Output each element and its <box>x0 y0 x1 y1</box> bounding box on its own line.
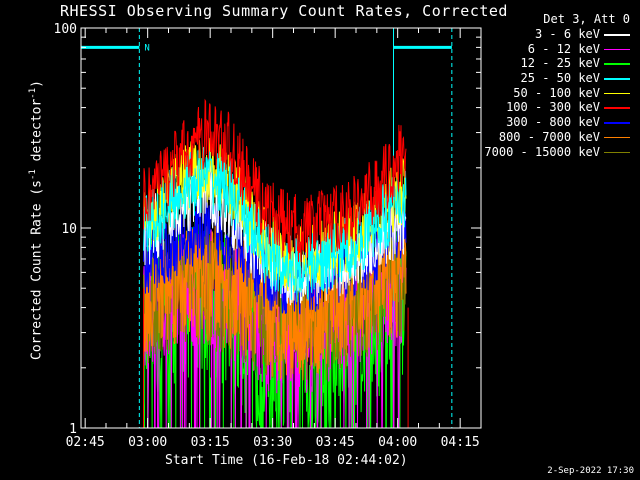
x-axis-label: Start Time (16-Feb-18 02:44:02) <box>165 453 408 468</box>
legend-swatch <box>604 78 630 80</box>
plot-area: N 1 10 100 02:45 03:00 03:15 03:30 03:45 04:00 04:… <box>54 22 482 450</box>
legend-entry: 6 - 12 keV <box>486 42 632 57</box>
legend-swatch <box>604 122 630 124</box>
legend-entry-label: 800 - 7000 keV <box>498 129 600 144</box>
legend-swatch <box>604 92 630 95</box>
series-800-to-7000keV-curve <box>143 215 407 381</box>
x-tick-label: 04:00 <box>378 435 417 450</box>
legend-swatch <box>604 48 630 51</box>
series-100-to-300keV-curve <box>143 98 407 263</box>
legend-entry: 12 - 25 keV <box>486 56 632 71</box>
attenuator-marker-label: N <box>144 43 149 53</box>
legend-title: Det 3, Att 0 <box>543 12 630 26</box>
x-tick-label: 03:00 <box>128 435 167 450</box>
legend-entry: 800 - 7000 keV <box>486 130 632 145</box>
legend-swatch <box>604 63 630 65</box>
x-tick-label: 03:30 <box>253 435 292 450</box>
legend-entry-label: 7000 - 15000 keV <box>484 144 600 159</box>
footer-date: 2-Sep-2022 17:30 <box>547 466 634 476</box>
x-tick-label: 03:45 <box>316 435 355 450</box>
series-300-to-800keV-curve <box>143 194 407 315</box>
chart-title: RHESSI Observing Summary Count Rates, Co… <box>60 2 508 20</box>
legend-entry-label: 3 - 6 keV <box>534 27 600 41</box>
legend-entry: 3 - 6 keV <box>486 27 632 42</box>
legend-entry: 7000 - 15000 keV <box>484 144 632 160</box>
legend-entry-label: 12 - 25 keV <box>520 56 600 71</box>
x-tick-label: 04:15 <box>441 435 480 450</box>
legend-entry-label: 25 - 50 keV <box>520 71 600 86</box>
y-tick-label: 1 <box>69 422 77 437</box>
legend-entry-label: 50 - 100 keV <box>513 85 600 100</box>
legend-entry: 50 - 100 keV <box>486 86 632 101</box>
legend-swatch <box>604 151 630 153</box>
legend: Det 3, Att 0 3 - 6 keV 6 - 12 keV 12 - 25 … <box>484 12 632 160</box>
y-tick-label: 10 <box>61 222 77 237</box>
legend-swatch <box>604 34 630 36</box>
legend-entry-label: 100 - 300 keV <box>506 100 600 115</box>
x-tick-label: 02:45 <box>66 435 105 450</box>
y-axis-label: Corrected Count Rate (s-1 detector-1) <box>28 80 45 360</box>
legend-swatch <box>604 107 630 109</box>
y-tick-label: 100 <box>54 22 77 37</box>
legend-entry: 25 - 50 keV <box>486 71 632 86</box>
legend-entry-label: 300 - 800 keV <box>506 115 600 130</box>
legend-swatch <box>604 136 630 139</box>
legend-entry: 300 - 800 keV <box>486 115 632 130</box>
legend-entry-label: 6 - 12 keV <box>527 41 600 56</box>
x-tick-label: 03:15 <box>191 435 230 450</box>
legend-entry: 100 - 300 keV <box>486 100 632 115</box>
